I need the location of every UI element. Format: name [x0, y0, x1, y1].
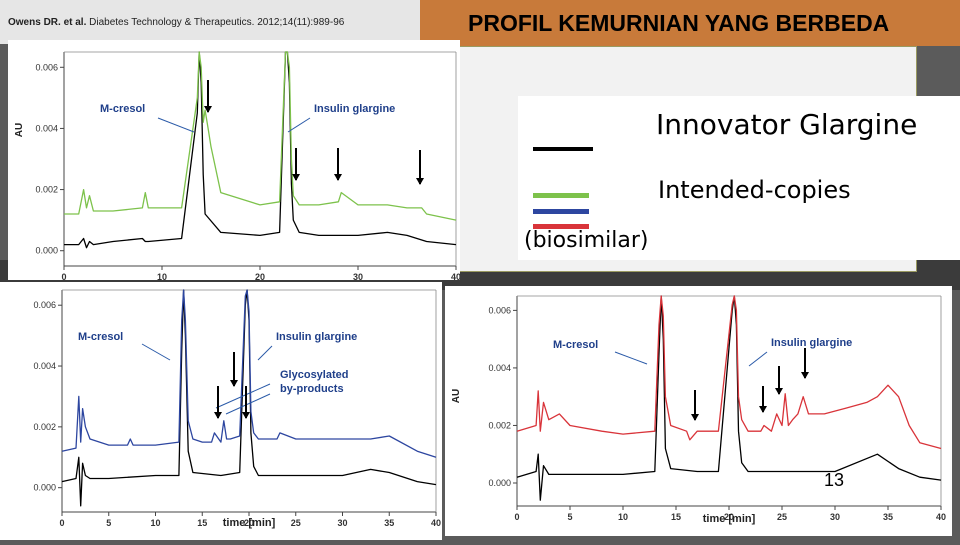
legend-label-copies: Intended-copies: [658, 176, 851, 204]
citation-bar: Owens DR. et al. Diabetes Technology & T…: [0, 0, 440, 44]
legend-label-biosimilar: (biosimilar): [524, 228, 649, 253]
pointer-arrow-head: [242, 412, 250, 419]
y-tick-label: 0.002: [33, 422, 56, 432]
y-tick-label: 0.006: [488, 305, 511, 315]
annotation-label: M-cresol: [100, 103, 145, 115]
annotation-label: M-cresol: [78, 331, 123, 343]
legend-line-blue: [533, 209, 589, 214]
citation-authors: Owens DR. et al.: [8, 17, 87, 28]
pointer-arrow-head: [230, 380, 238, 387]
x-tick-label: 25: [291, 518, 301, 528]
x-tick-label: 5: [567, 512, 572, 522]
x-tick-label: 0: [61, 272, 66, 280]
x-tick-label: 10: [618, 512, 628, 522]
annotation-arrow: [225, 393, 271, 415]
chart-top-left: 0.000 0.002 0.004 0.006 0 10 20 30 40 AU M-cresol I…: [14, 51, 461, 282]
x-tick-label: 35: [384, 518, 394, 528]
annotation-arrow: [257, 345, 273, 361]
x-tick-label: 20: [244, 518, 254, 528]
series-line-1: [61, 289, 437, 458]
y-tick-label: 0.006: [35, 62, 58, 72]
annotation-label: Glycosylated: [280, 369, 348, 381]
x-tick-label: 30: [353, 272, 363, 280]
x-axis-label: time [min]: [703, 513, 756, 525]
y-tick-label: 0.000: [488, 478, 511, 488]
x-tick-label: 40: [451, 272, 460, 280]
x-tick-label: 5: [106, 518, 111, 528]
y-tick-label: 0.006: [33, 300, 56, 310]
pointer-arrow-head: [416, 178, 424, 185]
annotation-arrow: [157, 117, 195, 133]
pointer-arrow-head: [759, 406, 767, 413]
annotation-arrow: [614, 351, 648, 365]
legend-label-innovator: Innovator Glargine: [656, 108, 918, 141]
pointer-arrow-head: [775, 388, 783, 395]
chart-bottom-right: 0.000 0.002 0.004 0.006 0 5 10 15 20 25 30 35 40 AU ti…: [451, 295, 946, 525]
annotation-arrow: [141, 343, 171, 361]
pointer-arrow-head: [292, 174, 300, 181]
x-tick-label: 10: [150, 518, 160, 528]
x-tick-label: 30: [830, 512, 840, 522]
annotation-arrow: [748, 351, 768, 367]
annotation-label: M-cresol: [553, 339, 598, 351]
title-bar: PROFIL KEMURNIAN YANG BERBEDA: [420, 0, 960, 46]
x-tick-label: 20: [724, 512, 734, 522]
x-tick-label: 30: [337, 518, 347, 528]
y-tick-label: 0.000: [35, 246, 58, 256]
annotation-label: Insulin glargine: [314, 103, 395, 115]
x-tick-label: 35: [883, 512, 893, 522]
x-tick-label: 15: [197, 518, 207, 528]
x-tick-label: 10: [157, 272, 167, 280]
citation-text: Owens DR. et al. Diabetes Technology & T…: [8, 17, 344, 28]
x-tick-label: 40: [431, 518, 441, 528]
chart-panel-top-left: 0.000 0.002 0.004 0.006 0 10 20 30 40 AU M-cresol I…: [8, 40, 461, 282]
y-tick-label: 0.000: [33, 483, 56, 493]
legend-line-innovator: [533, 147, 593, 151]
chart-bottom-left: 0.000 0.002 0.004 0.006 0 5 10 15 20 25 30 35 40 time…: [33, 289, 441, 529]
pointer-arrow-head: [214, 412, 222, 419]
legend-line-red: [533, 224, 589, 229]
annotation-label: by-products: [280, 383, 344, 395]
y-tick-label: 0.002: [35, 185, 58, 195]
x-axis-label: time [min]: [223, 517, 276, 529]
series-line-1: [64, 51, 457, 221]
x-tick-label: 20: [255, 272, 265, 280]
y-tick-label: 0.004: [35, 123, 58, 133]
pointer-arrow-head: [801, 372, 809, 379]
chart-panel-bottom-right: 0.000 0.002 0.004 0.006 0 5 10 15 20 25 30 35 40 AU ti…: [445, 286, 952, 536]
x-tick-label: 40: [936, 512, 946, 522]
annotation-arrow: [215, 383, 271, 409]
citation-journal: Diabetes Technology & Therapeutics. 2012…: [89, 17, 345, 28]
annotation-arrow: [287, 117, 311, 133]
pointer-arrow-head: [691, 414, 699, 421]
series-line-0: [61, 289, 437, 507]
x-tick-label: 0: [59, 518, 64, 528]
y-tick-label: 0.004: [33, 361, 56, 371]
x-tick-label: 15: [671, 512, 681, 522]
annotation-label: Insulin glargine: [771, 337, 852, 349]
y-tick-label: 0.002: [488, 420, 511, 430]
legend-area: [518, 96, 960, 260]
annotation-label: Insulin glargine: [276, 331, 357, 343]
y-axis-label: AU: [451, 389, 462, 403]
x-tick-label: 25: [777, 512, 787, 522]
pointer-arrow-head: [204, 106, 212, 113]
pointer-arrow-head: [334, 174, 342, 181]
chart-panel-bottom-left: 0.000 0.002 0.004 0.006 0 5 10 15 20 25 30 35 40 time…: [0, 282, 442, 540]
x-tick-label: 0: [514, 512, 519, 522]
series-line-0: [64, 51, 457, 249]
slide-title: PROFIL KEMURNIAN YANG BERBEDA: [468, 10, 890, 36]
series-line-1: [516, 295, 942, 450]
slide-number: 13: [824, 470, 845, 490]
series-line-0: [516, 295, 942, 501]
y-tick-label: 0.004: [488, 363, 511, 373]
legend-line-green: [533, 193, 589, 198]
y-axis-label: AU: [14, 123, 25, 137]
